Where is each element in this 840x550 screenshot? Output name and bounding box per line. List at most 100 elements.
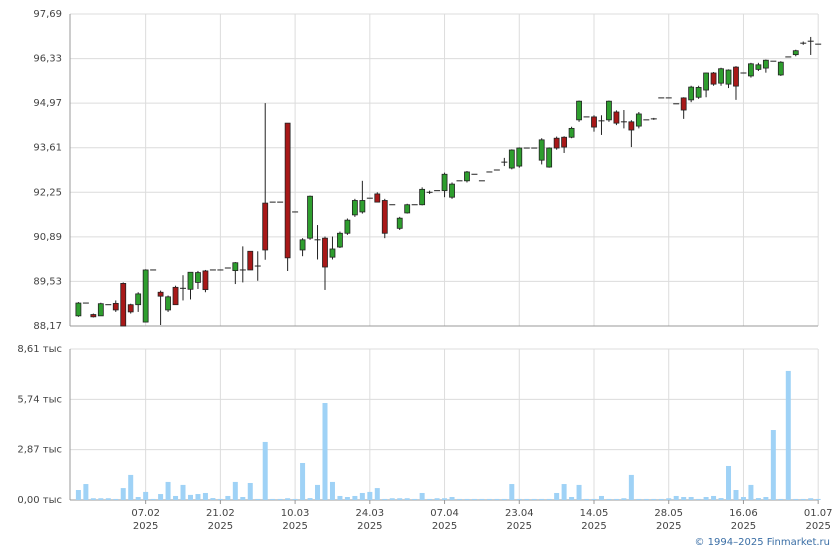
volume-bar — [195, 494, 201, 500]
candle-body — [195, 272, 201, 283]
volume-bar — [180, 484, 186, 500]
candle-body — [299, 239, 306, 251]
candle-body — [135, 293, 142, 306]
y-tick-label: 92,25 — [33, 187, 62, 198]
candle-body — [262, 202, 269, 251]
y-tick-label: 8,61 тыс — [17, 344, 62, 355]
volume-bar — [524, 498, 530, 500]
volume-bar — [696, 498, 702, 500]
candle-body — [546, 147, 553, 168]
candle-body — [127, 304, 134, 313]
y-tick-label: 2,87 тыс — [17, 445, 62, 456]
candle-body — [172, 286, 179, 306]
volume-bar — [718, 498, 724, 500]
volume-bar — [270, 498, 276, 500]
volume-bar — [98, 498, 104, 500]
candle-body — [284, 122, 291, 259]
candle-body — [120, 282, 127, 327]
candle-body — [75, 302, 82, 317]
volume-bar — [658, 498, 664, 500]
x-tick-label: 14.05 2025 — [580, 508, 609, 532]
candle-body — [576, 100, 582, 121]
volume-bar — [740, 497, 746, 500]
candle-body — [635, 113, 642, 127]
candle-body — [703, 72, 709, 91]
candle-body — [344, 219, 351, 234]
candle-body — [307, 195, 313, 239]
volume-bar — [389, 498, 395, 500]
volume-bar — [748, 484, 754, 500]
candle-body — [157, 291, 164, 297]
x-tick-label-line: 24.03 — [356, 508, 385, 519]
volume-bar — [621, 498, 627, 500]
volume-bar — [584, 498, 590, 500]
candle-body — [202, 270, 209, 291]
candle-body — [538, 139, 545, 161]
volume-bar — [307, 498, 313, 500]
volume-bar — [546, 498, 552, 500]
x-tick-label-line: 2025 — [731, 521, 756, 532]
y-tick-label: 93,61 — [33, 143, 62, 154]
volume-bar — [800, 498, 806, 500]
volume-bar — [210, 498, 216, 500]
candle-body — [359, 200, 366, 213]
candle-body — [762, 59, 769, 69]
candle-body — [165, 296, 171, 311]
volume-bar — [367, 491, 373, 500]
candle-body — [680, 97, 687, 111]
candle-body — [464, 171, 470, 182]
x-tick-label-line: 2025 — [208, 521, 233, 532]
volume-bar — [262, 441, 268, 500]
y-tick-label: 89,53 — [33, 276, 62, 287]
volume-bar — [785, 370, 791, 500]
volume-bar — [187, 494, 193, 500]
x-tick-label-line: 2025 — [507, 521, 532, 532]
candle-body — [419, 188, 426, 206]
volume-bar — [277, 498, 283, 500]
candle-body — [441, 173, 448, 192]
volume-bar — [442, 498, 448, 500]
volume-bar — [165, 481, 171, 500]
x-tick-label: 16.06 2025 — [729, 508, 758, 532]
volume-bar — [486, 498, 492, 500]
volume-bar — [412, 498, 418, 500]
x-tick-label-line: 07.02 — [131, 508, 160, 519]
candle-body — [329, 248, 336, 258]
x-tick-label-line: 23.04 — [505, 508, 534, 519]
volume-bar — [516, 498, 522, 500]
volume-bar — [509, 484, 515, 500]
candle-body — [733, 66, 739, 87]
y-tick-label: 88,17 — [33, 321, 62, 332]
volume-bar — [83, 484, 89, 500]
volume-bar — [404, 498, 410, 500]
candle-body — [628, 121, 635, 131]
volume-bar — [374, 488, 380, 500]
volume-bar — [322, 403, 328, 500]
volume-bar — [688, 497, 694, 500]
x-tick-label: 21.02 2025 — [206, 508, 235, 532]
x-tick-label: 10.03 2025 — [281, 508, 310, 532]
volume-bar — [382, 498, 388, 500]
volume-bar — [613, 498, 619, 500]
volume-bar — [733, 490, 739, 500]
x-tick-label: 07.04 2025 — [430, 508, 459, 532]
footer[interactable]: © 1994–2025 Finmarket.ru — [694, 537, 830, 548]
candle-body — [97, 303, 104, 317]
volume-bar — [128, 474, 134, 500]
candle-body — [606, 100, 612, 121]
volume-bar — [539, 498, 545, 500]
x-tick-label-line: 21.02 — [206, 508, 235, 519]
volume-bar — [240, 497, 246, 500]
candle-body — [755, 64, 762, 70]
volume-bar — [636, 498, 642, 500]
volume-bar — [359, 492, 365, 500]
volume-bar — [300, 462, 306, 500]
volume-bar — [561, 484, 567, 500]
candle-body — [777, 61, 784, 76]
volume-bar — [726, 465, 732, 500]
volume-bar — [329, 481, 335, 500]
candle-body — [90, 314, 97, 318]
volume-bar — [681, 497, 687, 500]
volume-bar — [135, 497, 141, 500]
